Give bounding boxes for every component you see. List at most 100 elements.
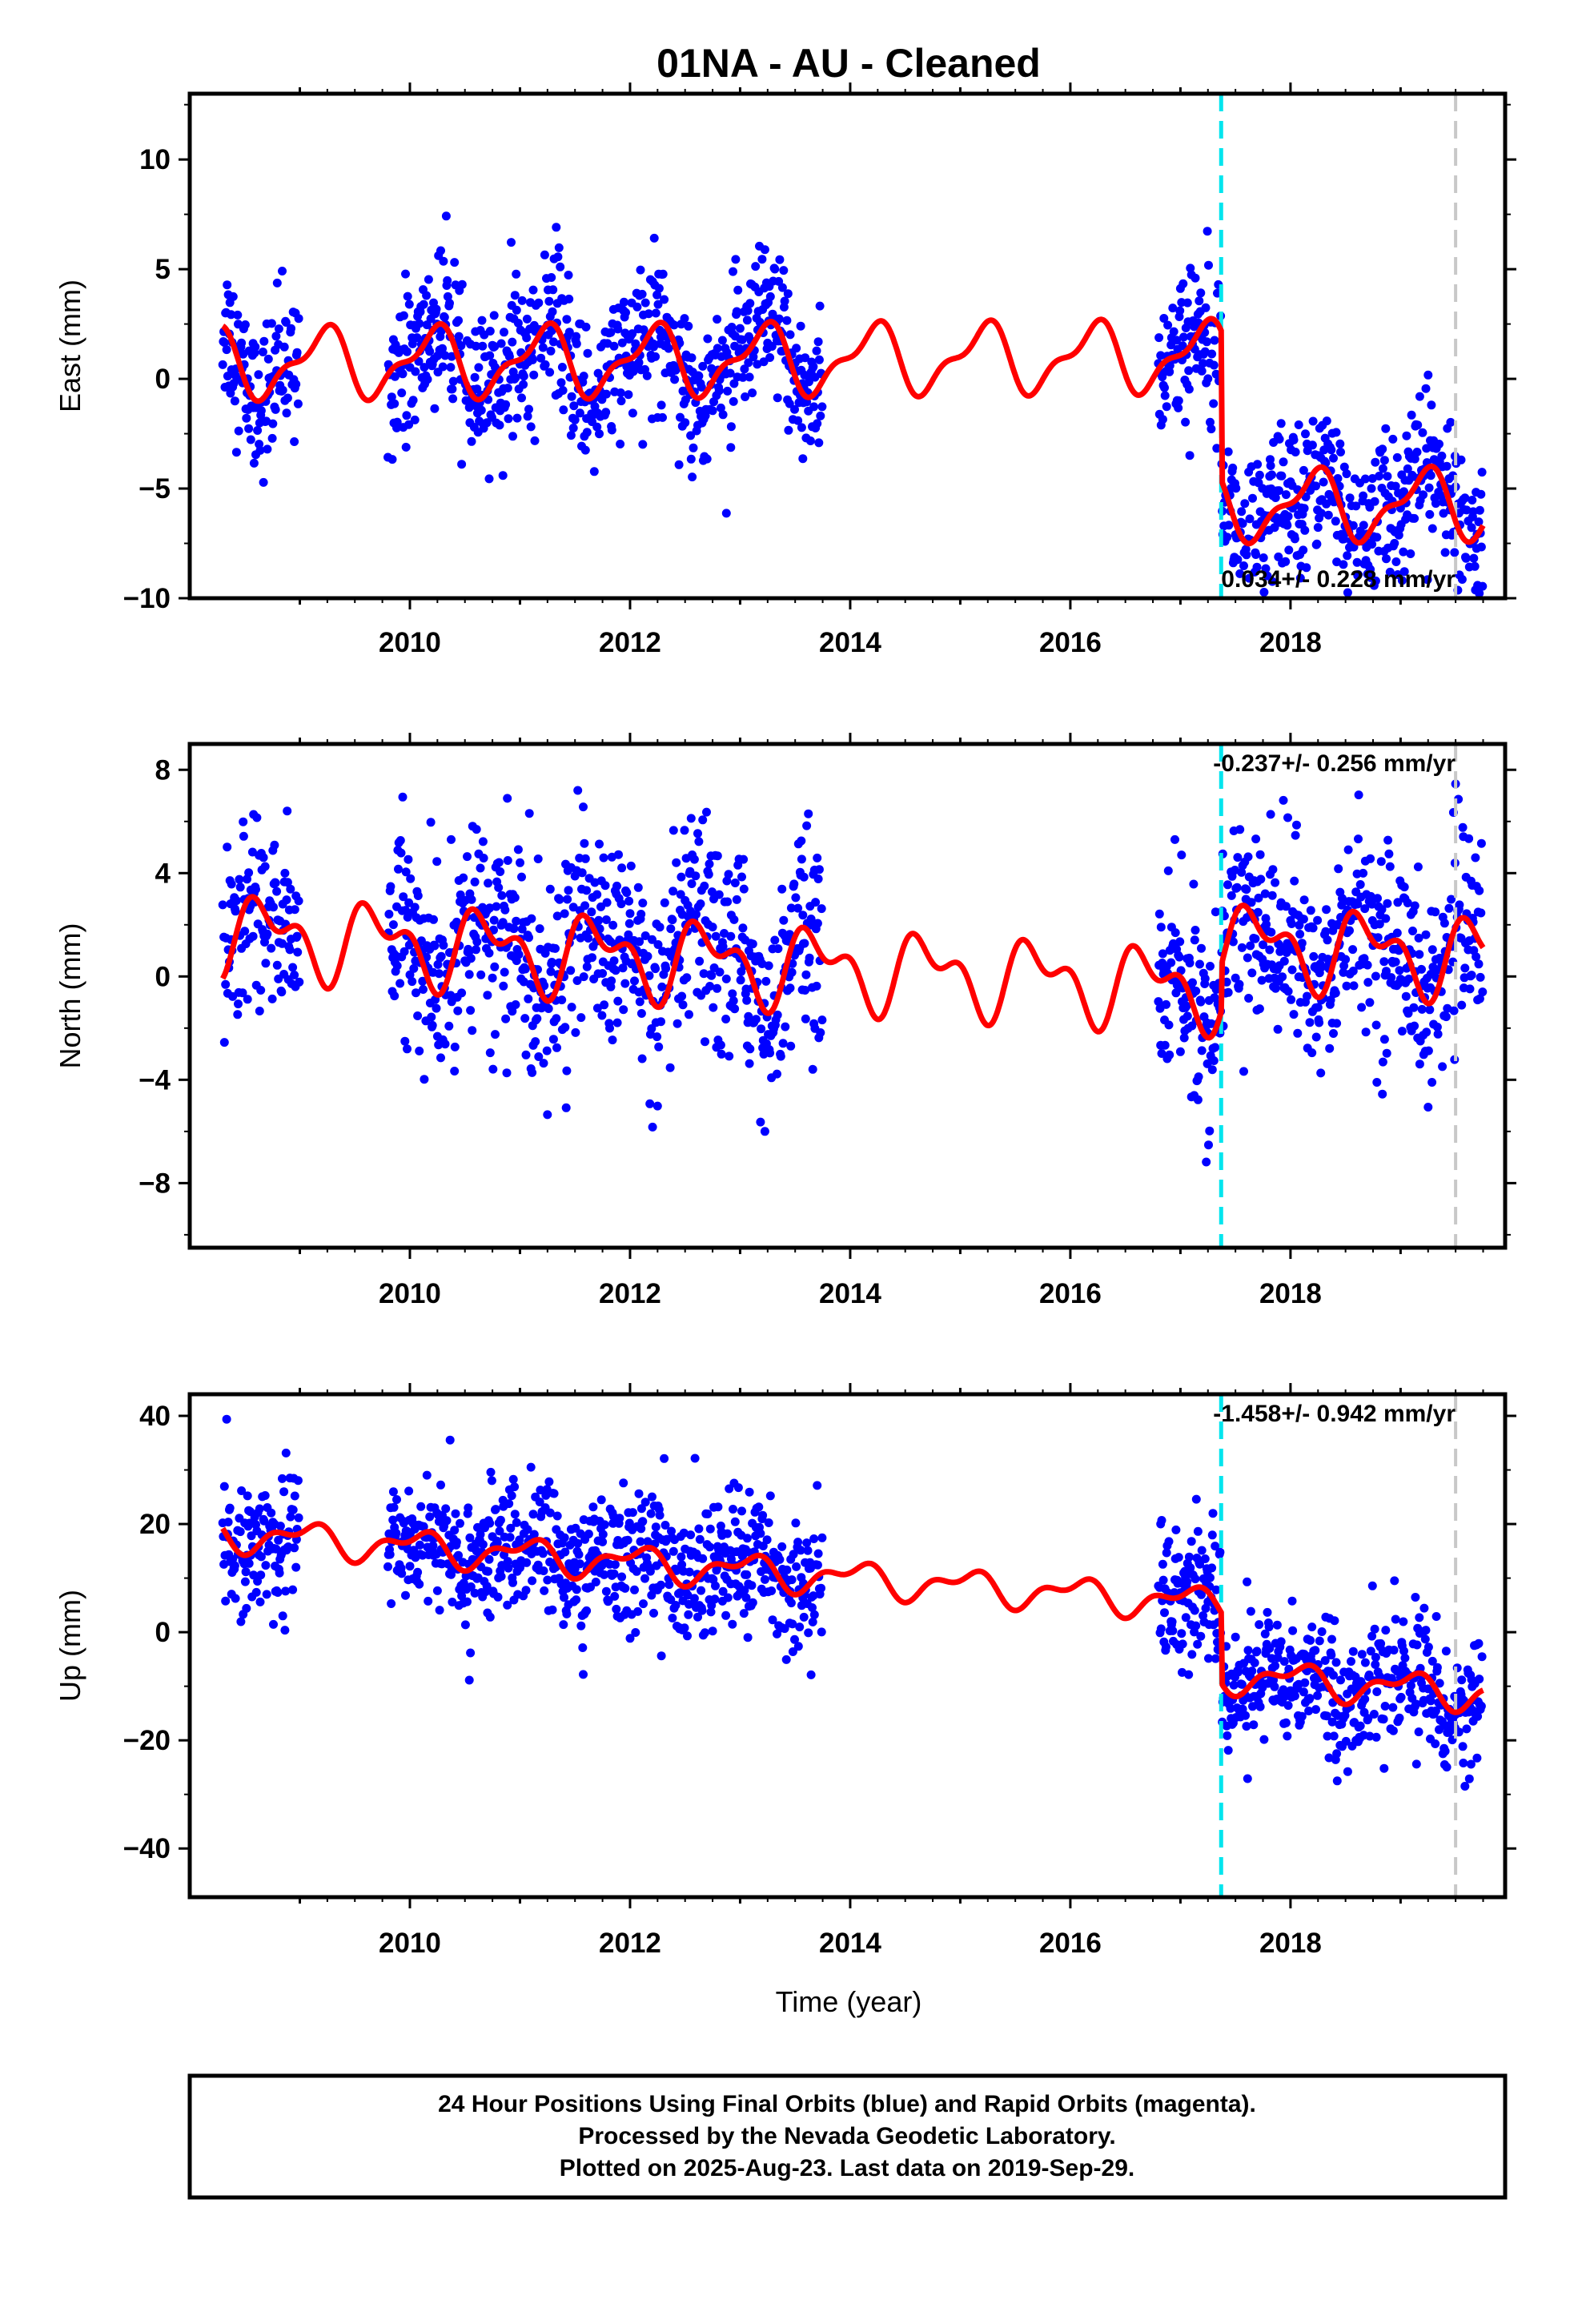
east-point: [470, 372, 480, 382]
up-point: [1255, 1620, 1264, 1630]
east-point: [1339, 560, 1348, 569]
east-point: [271, 404, 280, 414]
north-point: [497, 891, 507, 900]
up-point: [560, 1547, 570, 1557]
east-point: [1245, 514, 1255, 524]
north-point: [1160, 1040, 1170, 1050]
north-point: [797, 836, 806, 846]
east-point: [1197, 366, 1207, 376]
east-point: [1283, 521, 1292, 530]
up-point: [1343, 1767, 1352, 1776]
up-point: [255, 1504, 264, 1514]
east-point: [1312, 539, 1322, 549]
east-point: [450, 258, 460, 267]
north-point: [580, 854, 590, 863]
up-point: [456, 1518, 464, 1528]
north-point: [1367, 899, 1377, 909]
east-point: [246, 435, 255, 444]
north-point: [672, 858, 681, 867]
east-point: [1437, 451, 1447, 460]
north-x-tick-label: 2014: [819, 1278, 881, 1309]
up-point: [695, 1534, 705, 1544]
north-y-tick-label: 8: [155, 754, 171, 786]
north-point: [1179, 1033, 1189, 1043]
north-point: [1381, 914, 1391, 923]
up-point: [275, 1568, 284, 1578]
north-point: [756, 1117, 765, 1127]
north-x-tick-label: 2018: [1259, 1278, 1322, 1309]
up-point: [1281, 1718, 1291, 1727]
up-point: [667, 1526, 676, 1536]
north-point: [701, 1037, 709, 1047]
north-point: [801, 986, 810, 995]
east-point: [1418, 428, 1427, 437]
up-point: [273, 1588, 283, 1597]
east-point: [1468, 496, 1477, 505]
east-point: [1319, 477, 1328, 487]
east-point: [552, 223, 561, 232]
north-point: [696, 899, 705, 909]
north-point: [1273, 1024, 1283, 1034]
east-point: [495, 420, 504, 430]
east-point: [564, 271, 573, 279]
up-point: [1177, 1629, 1186, 1638]
east-point: [1419, 490, 1428, 500]
north-point: [1404, 975, 1414, 983]
east-point: [1284, 545, 1294, 555]
east-point: [1156, 351, 1166, 360]
up-point: [803, 1546, 813, 1555]
north-point: [1391, 957, 1400, 967]
north-point: [501, 1014, 511, 1023]
east-point: [1459, 631, 1468, 640]
north-point: [1237, 867, 1247, 877]
east-point: [554, 243, 564, 252]
up-point: [705, 1524, 715, 1534]
north-point: [517, 872, 526, 882]
up-point: [1474, 1638, 1484, 1648]
north-point: [1164, 1020, 1174, 1030]
east-point: [744, 358, 753, 368]
up-rate-annotation: -1.458+/- 0.942 mm/yr: [1213, 1401, 1456, 1427]
up-point: [1187, 1650, 1197, 1659]
up-point: [1300, 1678, 1310, 1687]
north-point: [470, 877, 480, 887]
north-point: [542, 1046, 552, 1055]
east-point: [508, 432, 517, 441]
north-point: [1363, 978, 1373, 987]
footer-line-1: 24 Hour Positions Using Final Orbits (bl…: [438, 2091, 1256, 2117]
north-point: [1182, 1001, 1191, 1011]
north-point: [1203, 1059, 1212, 1068]
north-point: [1464, 834, 1474, 843]
north-point: [643, 951, 652, 961]
up-point: [764, 1518, 773, 1527]
north-point: [567, 1003, 576, 1012]
east-point: [240, 320, 250, 329]
up-point: [711, 1581, 720, 1590]
up-point: [492, 1538, 502, 1547]
up-point: [640, 1498, 650, 1507]
east-point: [607, 425, 616, 435]
east-point: [255, 445, 265, 455]
east-point: [1275, 486, 1283, 496]
north-point: [1383, 835, 1393, 845]
up-point: [540, 1586, 549, 1595]
north-point: [524, 994, 533, 1003]
north-point: [598, 969, 608, 978]
north-x-tick-label: 2010: [379, 1278, 441, 1309]
east-point: [575, 408, 584, 418]
north-point: [596, 902, 605, 911]
north-point: [612, 881, 621, 891]
north-point: [1171, 988, 1181, 998]
up-point: [391, 1529, 401, 1538]
north-point: [260, 862, 270, 871]
east-point: [1367, 540, 1377, 549]
north-point: [528, 1068, 537, 1077]
up-point: [634, 1489, 644, 1498]
east-point: [237, 338, 247, 348]
up-point: [1208, 1509, 1218, 1518]
north-point: [761, 976, 771, 986]
north-point: [611, 966, 620, 975]
north-point: [724, 870, 733, 879]
north-point: [580, 901, 590, 911]
